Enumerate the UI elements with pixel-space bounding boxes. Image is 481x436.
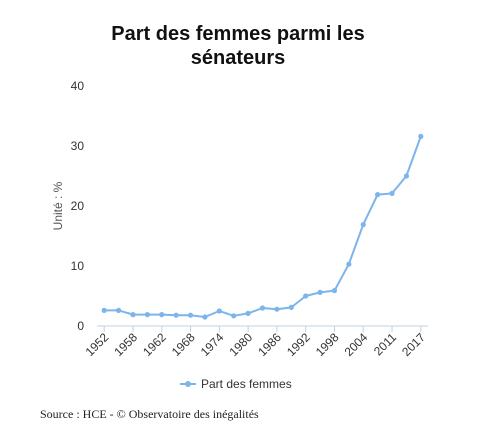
data-point[interactable] <box>187 312 194 318</box>
data-point[interactable] <box>360 222 366 228</box>
data-point[interactable] <box>115 307 122 313</box>
data-point[interactable] <box>159 312 165 318</box>
x-tick-label: 2017 <box>399 330 428 359</box>
data-point[interactable] <box>389 190 395 196</box>
data-point[interactable] <box>144 312 150 318</box>
data-point[interactable] <box>375 192 381 198</box>
data-point[interactable] <box>303 293 309 299</box>
data-point[interactable] <box>259 305 266 311</box>
data-point[interactable] <box>245 310 251 316</box>
data-point[interactable] <box>317 289 323 295</box>
data-point[interactable] <box>418 133 424 139</box>
y-tick-label: 30 <box>71 139 85 153</box>
y-axis-label: Unité : % <box>51 181 65 230</box>
x-tick-label: 1958 <box>111 330 140 359</box>
data-point[interactable] <box>202 314 208 320</box>
x-tick-label: 1980 <box>226 330 255 359</box>
source-note: Source : HCE - © Observatoire des inégal… <box>40 407 259 421</box>
legend-label[interactable]: Part des femmes <box>201 377 292 391</box>
data-point[interactable] <box>274 306 280 312</box>
x-tick-label: 1998 <box>313 330 342 359</box>
x-tick-label: 2004 <box>342 330 371 359</box>
y-tick-label: 40 <box>71 79 85 93</box>
x-tick-label: 2011 <box>371 330 399 358</box>
series-line-part-des-femmes <box>103 135 422 318</box>
x-tick-label: 1986 <box>255 330 284 359</box>
data-point[interactable] <box>331 288 338 294</box>
chart-title-line-1: Part des femmes parmi les <box>111 23 364 45</box>
y-tick-label: 20 <box>71 199 85 213</box>
x-tick-label: 1992 <box>284 330 313 359</box>
data-point[interactable] <box>346 261 352 267</box>
y-tick-label: 10 <box>71 259 85 273</box>
chart-title-line-2: sénateurs <box>191 47 286 69</box>
x-tick-label: 1974 <box>198 330 227 359</box>
x-axis: 1952 1958 1962 1968 1974 1980 1986 1992 1998 2004… <box>83 325 428 359</box>
data-point[interactable] <box>101 307 107 313</box>
y-tick-label: 0 <box>77 319 84 333</box>
data-point[interactable] <box>216 308 222 314</box>
data-point[interactable] <box>130 312 136 318</box>
data-point[interactable] <box>231 313 237 319</box>
data-point[interactable] <box>173 312 179 318</box>
x-tick-label: 1968 <box>169 330 198 359</box>
legend-marker-icon <box>185 381 191 387</box>
x-tick-label: 1952 <box>83 330 112 359</box>
x-tick-label: 1962 <box>140 330 169 359</box>
data-point[interactable] <box>288 304 294 310</box>
legend[interactable]: Part des femmes <box>180 377 292 391</box>
series-layer <box>101 133 424 320</box>
data-point[interactable] <box>403 173 410 179</box>
y-axis-ticks: 0 10 20 30 40 <box>71 79 85 333</box>
